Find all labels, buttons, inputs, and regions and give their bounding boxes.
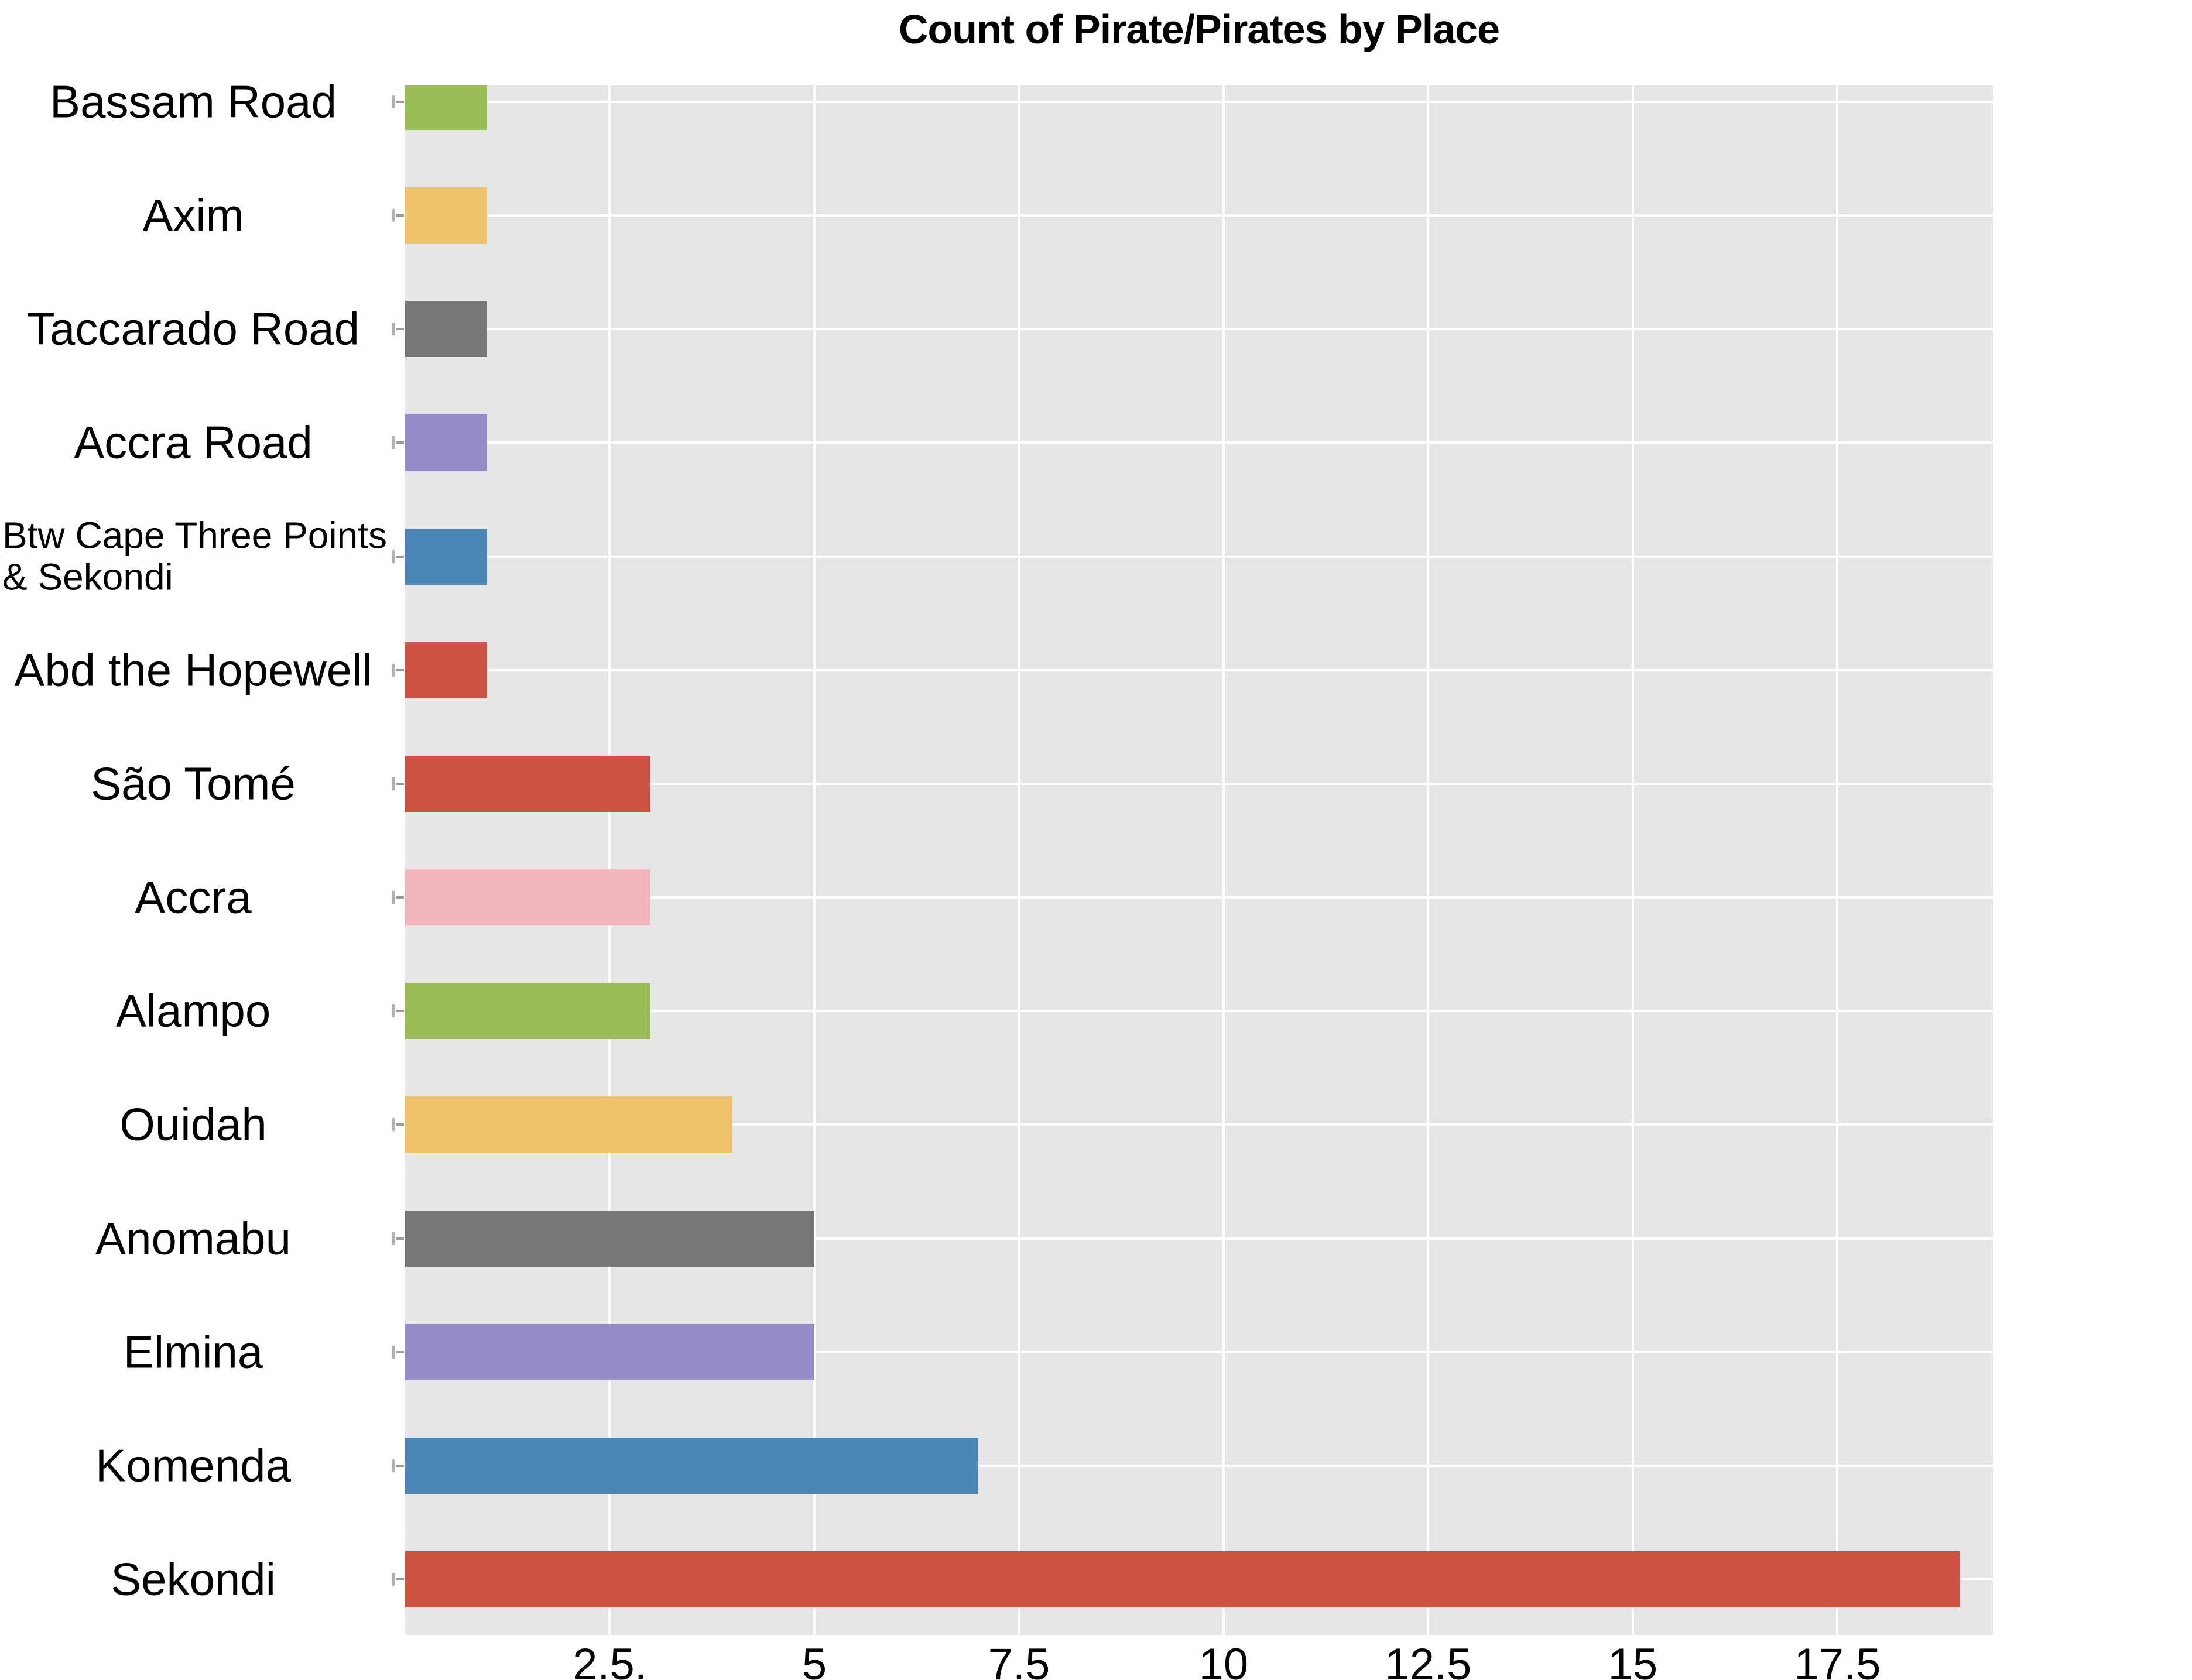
y-tick-mark	[396, 1010, 404, 1013]
gridline-h	[405, 441, 1993, 444]
category-label-taccarado-road: Taccarado Road	[26, 303, 359, 355]
bar-abd-the-hopewell	[405, 642, 487, 698]
y-tick-mark	[396, 1350, 404, 1353]
bar-bassam-road	[405, 85, 487, 130]
x-tick-label: 10	[1198, 1640, 1249, 1680]
y-tick-stub	[392, 1004, 395, 1018]
gridline-v	[1427, 85, 1430, 1635]
y-tick-mark	[396, 782, 404, 785]
y-tick-mark	[396, 1237, 404, 1240]
gridline-h	[405, 101, 1993, 103]
bar-komenda	[405, 1437, 978, 1494]
gridline-h	[405, 1464, 1993, 1467]
y-tick-mark	[396, 328, 404, 331]
category-label-alampo: Alampo	[115, 985, 271, 1037]
x-tick-label: 2.5.	[573, 1640, 647, 1680]
category-label-abd-the-hopewell: Abd the Hopewell	[14, 644, 372, 696]
gridline-h	[405, 782, 1993, 785]
category-label-komenda: Komenda	[95, 1439, 291, 1492]
bar-axim	[405, 187, 487, 244]
category-label-btw-cape-three-points-sekondi: Btw Cape Three Points & Sekondi	[2, 513, 387, 598]
gridline-h	[405, 555, 1993, 558]
y-tick-mark	[396, 1578, 404, 1580]
x-tick-label: 7.5	[988, 1640, 1050, 1680]
bar-alampo	[405, 983, 651, 1040]
y-tick-stub	[392, 1345, 395, 1359]
plot-panel	[405, 85, 1993, 1635]
category-label-s-o-tom: São Tomé	[91, 757, 296, 810]
category-label-anomabu: Anomabu	[95, 1212, 291, 1264]
x-tick-label: 12.5	[1385, 1640, 1472, 1680]
bar-elmina	[405, 1324, 814, 1380]
y-tick-mark	[396, 101, 404, 103]
y-tick-stub	[392, 550, 395, 563]
y-tick-mark	[396, 1123, 404, 1126]
y-tick-mark	[396, 214, 404, 217]
category-label-accra: Accra	[135, 871, 252, 923]
y-tick-mark	[396, 1464, 404, 1467]
category-label-sekondi: Sekondi	[111, 1553, 276, 1605]
category-label-elmina: Elmina	[123, 1325, 263, 1377]
gridline-v	[1836, 85, 1839, 1635]
x-tick-label: 15	[1608, 1640, 1658, 1680]
bar-accra-road	[405, 414, 487, 471]
gridline-h	[405, 1010, 1993, 1013]
y-tick-stub	[392, 1118, 395, 1132]
gridline-v	[1018, 85, 1020, 1635]
gridline-v	[608, 85, 611, 1635]
y-tick-stub	[392, 663, 395, 677]
gridline-h	[405, 896, 1993, 899]
x-tick-label: 17.5	[1794, 1640, 1881, 1680]
y-tick-stub	[392, 777, 395, 790]
category-label-accra-road: Accra Road	[74, 416, 313, 468]
gridline-v	[1222, 85, 1225, 1635]
gridline-h	[405, 1350, 1993, 1353]
x-tick-label: 5	[802, 1640, 827, 1680]
y-tick-mark	[396, 441, 404, 444]
y-tick-stub	[392, 1572, 395, 1586]
gridline-h	[405, 328, 1993, 331]
y-tick-stub	[392, 1232, 395, 1245]
gridline-v	[813, 85, 816, 1635]
bar-btw-cape-three-points-sekondi	[405, 528, 487, 585]
y-tick-mark	[396, 896, 404, 899]
category-label-bassam-road: Bassam Road	[50, 76, 337, 128]
bar-sekondi	[405, 1551, 1961, 1607]
bar-accra	[405, 869, 651, 926]
y-tick-stub	[392, 209, 395, 222]
y-tick-stub	[392, 436, 395, 450]
category-label-ouidah: Ouidah	[119, 1098, 267, 1150]
bar-taccarado-road	[405, 301, 487, 358]
y-tick-stub	[392, 891, 395, 904]
chart-title: Count of Pirate/Pirates by Place	[898, 6, 1500, 52]
gridline-v	[1631, 85, 1634, 1635]
y-tick-mark	[396, 668, 404, 671]
y-tick-stub	[392, 95, 395, 108]
bar-ouidah	[405, 1096, 733, 1153]
gridline-h	[405, 1237, 1993, 1240]
gridline-h	[405, 668, 1993, 671]
category-label-axim: Axim	[142, 189, 244, 241]
y-tick-stub	[392, 1459, 395, 1472]
y-tick-mark	[396, 555, 404, 558]
gridline-h	[405, 214, 1993, 217]
gridline-h	[405, 1123, 1993, 1126]
bar-anomabu	[405, 1210, 814, 1267]
y-tick-stub	[392, 323, 395, 336]
bar-s-o-tom	[405, 755, 651, 812]
